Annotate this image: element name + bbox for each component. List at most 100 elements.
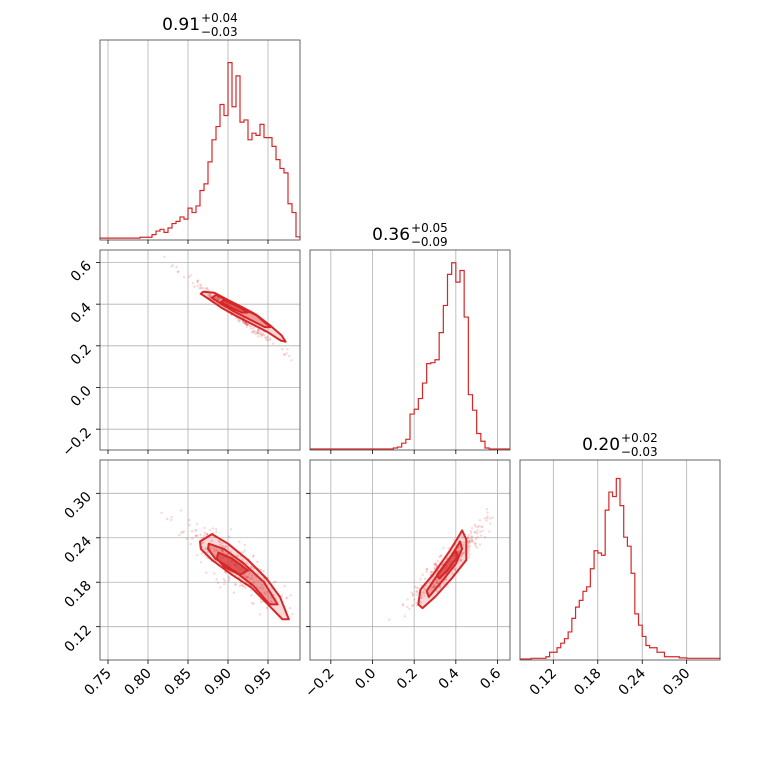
sample-point bbox=[263, 333, 266, 337]
sample-point bbox=[421, 591, 424, 594]
sample-point bbox=[200, 552, 204, 555]
sample-point bbox=[244, 322, 248, 326]
sample-point bbox=[467, 546, 470, 549]
sample-point bbox=[250, 594, 253, 597]
sample-point bbox=[488, 517, 492, 520]
sample-point bbox=[272, 581, 276, 584]
sample-point bbox=[462, 543, 465, 547]
sample-point bbox=[434, 564, 437, 567]
tick-label: 0.12 bbox=[61, 622, 94, 655]
sample-point bbox=[246, 576, 249, 579]
sample-point bbox=[256, 331, 259, 335]
sample-point bbox=[196, 554, 199, 557]
sample-point bbox=[238, 584, 242, 587]
contour-level-3 bbox=[436, 550, 459, 580]
hist-panel-p2: 0.20+0.02 −0.03 bbox=[519, 431, 721, 661]
tick-label: 0.75 bbox=[81, 666, 114, 699]
sample-point bbox=[286, 347, 289, 351]
sample-point bbox=[431, 585, 435, 589]
tick-label: 0.4 bbox=[436, 665, 463, 692]
sample-point bbox=[218, 540, 222, 544]
sample-point bbox=[170, 265, 173, 268]
sample-point bbox=[203, 534, 206, 537]
contour-level-3 bbox=[219, 299, 249, 314]
histogram-p1 bbox=[310, 262, 510, 450]
sample-point bbox=[263, 592, 267, 595]
sample-point bbox=[205, 533, 209, 536]
sample-point bbox=[266, 335, 269, 339]
panel-frame-p1-p2 bbox=[309, 459, 511, 661]
sample-point bbox=[243, 321, 246, 325]
sample-point bbox=[258, 613, 262, 616]
sample-point bbox=[203, 531, 206, 535]
sample-point bbox=[457, 550, 460, 553]
sample-point bbox=[252, 581, 255, 584]
panel-frame-p0-p2 bbox=[99, 459, 301, 661]
sample-point bbox=[217, 298, 220, 301]
sample-point bbox=[200, 541, 204, 545]
hist-panel-p0: 0.91+0.04 −0.03 bbox=[99, 11, 301, 241]
sample-point bbox=[422, 590, 426, 593]
sample-point bbox=[441, 562, 444, 566]
sample-point bbox=[423, 591, 426, 595]
sample-point bbox=[227, 575, 231, 579]
sample-point bbox=[241, 321, 245, 324]
tick-label: 0.30 bbox=[61, 489, 94, 522]
sample-point bbox=[250, 324, 253, 328]
sample-point bbox=[430, 570, 433, 573]
sample-point bbox=[245, 325, 249, 328]
sample-point bbox=[461, 535, 465, 539]
sample-point bbox=[238, 320, 241, 323]
sample-point bbox=[423, 587, 427, 591]
tick-label: 0.85 bbox=[161, 666, 194, 699]
sample-point bbox=[252, 555, 255, 558]
sample-point bbox=[205, 286, 209, 290]
sample-point bbox=[460, 554, 464, 557]
sample-point bbox=[412, 603, 415, 607]
sample-point bbox=[178, 533, 181, 537]
sample-point bbox=[227, 579, 231, 582]
sample-point bbox=[219, 543, 222, 546]
pair-panel-p0-p1 bbox=[99, 249, 301, 451]
sample-point bbox=[245, 323, 249, 326]
sample-point bbox=[196, 279, 199, 283]
sample-point bbox=[249, 588, 253, 592]
sample-point bbox=[286, 596, 289, 599]
tick-label: 0.2 bbox=[68, 341, 95, 368]
sample-point bbox=[220, 549, 224, 553]
sample-point bbox=[420, 596, 423, 599]
sample-point bbox=[221, 549, 225, 552]
sample-point bbox=[234, 582, 237, 586]
sample-point bbox=[176, 270, 180, 274]
hist-panel-p1: 0.36+0.05 −0.09 bbox=[309, 221, 511, 451]
sample-point bbox=[240, 583, 244, 587]
sample-point bbox=[474, 544, 477, 548]
sample-point bbox=[467, 542, 471, 545]
sample-point bbox=[433, 585, 437, 588]
tick-label: 0.18 bbox=[61, 578, 94, 611]
sample-point bbox=[262, 569, 265, 573]
sample-point bbox=[430, 586, 434, 589]
sample-point bbox=[433, 562, 437, 565]
sample-point bbox=[228, 577, 231, 580]
tick-label: −0.2 bbox=[59, 425, 94, 460]
sample-point bbox=[243, 573, 247, 576]
sample-point bbox=[241, 551, 244, 554]
sample-point bbox=[460, 554, 463, 558]
sample-point bbox=[476, 531, 479, 535]
sample-point bbox=[244, 576, 248, 579]
sample-point bbox=[446, 585, 449, 588]
sample-point bbox=[406, 605, 409, 609]
sample-point bbox=[434, 562, 437, 565]
sample-point bbox=[175, 265, 178, 269]
tick-label: 0.18 bbox=[571, 666, 604, 699]
sample-point bbox=[425, 567, 429, 571]
sample-point bbox=[227, 535, 231, 538]
sample-point bbox=[261, 334, 264, 337]
sample-point bbox=[247, 575, 250, 579]
sample-point bbox=[238, 540, 241, 544]
sample-point bbox=[263, 336, 267, 339]
sample-point bbox=[479, 534, 483, 537]
sample-point bbox=[481, 529, 484, 533]
panel-frame-p2 bbox=[519, 459, 721, 661]
